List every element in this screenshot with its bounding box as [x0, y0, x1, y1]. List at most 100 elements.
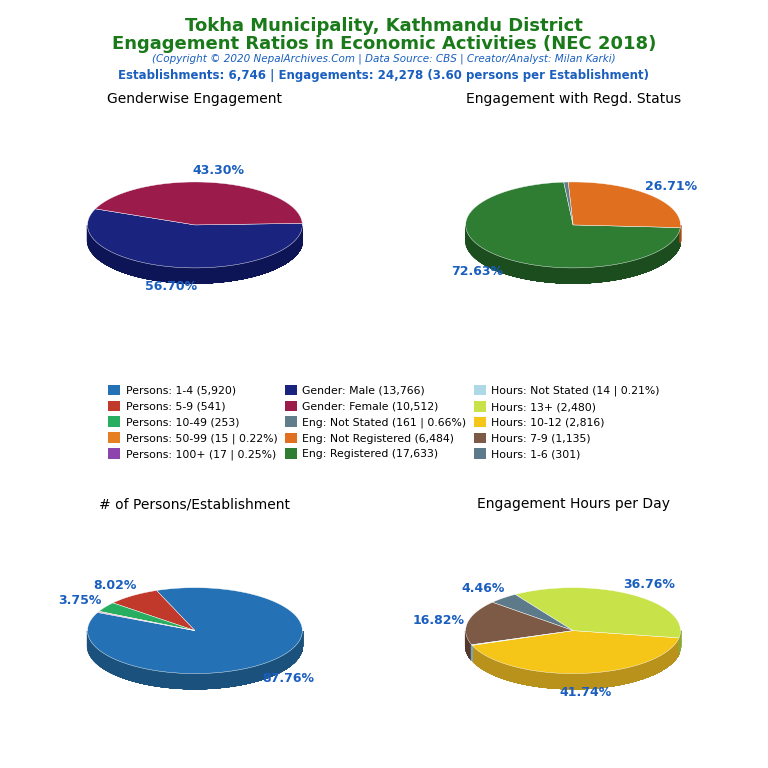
Polygon shape — [528, 638, 679, 689]
Polygon shape — [611, 638, 679, 686]
Polygon shape — [301, 227, 303, 246]
Polygon shape — [472, 638, 679, 689]
Polygon shape — [466, 634, 472, 660]
Polygon shape — [624, 638, 679, 684]
Polygon shape — [262, 227, 303, 273]
Polygon shape — [89, 227, 303, 283]
Polygon shape — [495, 638, 679, 689]
Polygon shape — [531, 638, 679, 689]
Polygon shape — [108, 631, 303, 689]
Polygon shape — [132, 227, 303, 283]
Text: 8.02%: 8.02% — [94, 579, 137, 592]
Polygon shape — [615, 227, 680, 280]
Polygon shape — [474, 638, 679, 689]
Polygon shape — [614, 638, 679, 685]
Polygon shape — [167, 227, 303, 283]
Polygon shape — [205, 227, 303, 283]
Polygon shape — [298, 227, 303, 252]
Polygon shape — [500, 227, 680, 283]
Polygon shape — [121, 227, 303, 283]
Polygon shape — [98, 227, 303, 283]
Polygon shape — [270, 631, 303, 677]
Polygon shape — [300, 227, 303, 247]
Polygon shape — [508, 227, 680, 283]
Polygon shape — [89, 631, 303, 689]
Polygon shape — [115, 227, 303, 283]
Polygon shape — [666, 227, 680, 261]
Polygon shape — [567, 227, 680, 283]
Polygon shape — [149, 227, 303, 283]
Polygon shape — [104, 631, 303, 689]
Polygon shape — [662, 638, 679, 670]
Polygon shape — [650, 638, 679, 676]
Polygon shape — [617, 638, 679, 685]
Polygon shape — [190, 227, 303, 283]
Polygon shape — [465, 631, 472, 660]
Polygon shape — [209, 227, 303, 283]
Polygon shape — [282, 631, 303, 670]
Polygon shape — [676, 638, 679, 658]
Polygon shape — [296, 227, 303, 255]
Polygon shape — [641, 638, 679, 679]
Polygon shape — [88, 631, 303, 689]
Polygon shape — [261, 631, 303, 680]
Polygon shape — [511, 227, 680, 283]
Polygon shape — [283, 227, 303, 265]
Polygon shape — [478, 227, 680, 283]
Polygon shape — [628, 227, 680, 276]
Polygon shape — [498, 638, 679, 689]
Polygon shape — [213, 227, 303, 283]
Polygon shape — [253, 227, 303, 276]
Polygon shape — [655, 638, 679, 674]
Polygon shape — [252, 631, 303, 682]
Polygon shape — [92, 227, 303, 283]
Polygon shape — [601, 227, 680, 281]
Polygon shape — [542, 638, 679, 689]
Polygon shape — [299, 227, 303, 250]
Polygon shape — [164, 227, 303, 283]
Polygon shape — [524, 227, 680, 283]
Polygon shape — [479, 638, 679, 689]
Polygon shape — [171, 631, 303, 689]
Polygon shape — [669, 638, 679, 665]
Polygon shape — [633, 227, 680, 276]
Polygon shape — [465, 182, 680, 268]
Polygon shape — [481, 638, 679, 689]
Legend: Persons: 1-4 (5,920), Persons: 5-9 (541), Persons: 10-49 (253), Persons: 50-99 (: Persons: 1-4 (5,920), Persons: 5-9 (541)… — [108, 385, 660, 460]
Polygon shape — [217, 227, 303, 282]
Polygon shape — [674, 227, 680, 254]
Polygon shape — [484, 227, 680, 283]
Polygon shape — [657, 638, 679, 673]
Polygon shape — [230, 631, 303, 687]
Polygon shape — [195, 631, 303, 689]
Polygon shape — [300, 631, 303, 656]
Polygon shape — [101, 631, 303, 689]
Polygon shape — [265, 227, 303, 273]
Polygon shape — [266, 631, 303, 678]
Polygon shape — [678, 227, 680, 249]
Text: Tokha Municipality, Kathmandu District: Tokha Municipality, Kathmandu District — [185, 17, 583, 35]
Polygon shape — [242, 227, 303, 279]
Polygon shape — [96, 631, 303, 689]
Polygon shape — [92, 631, 303, 689]
Polygon shape — [235, 227, 303, 280]
Polygon shape — [578, 638, 679, 689]
Polygon shape — [472, 631, 573, 645]
Polygon shape — [670, 227, 680, 258]
Polygon shape — [675, 638, 679, 660]
Polygon shape — [143, 631, 303, 689]
Polygon shape — [470, 643, 472, 660]
Polygon shape — [135, 227, 303, 283]
Polygon shape — [562, 227, 680, 283]
Polygon shape — [91, 227, 303, 283]
Text: 41.74%: 41.74% — [559, 687, 611, 700]
Polygon shape — [115, 631, 303, 689]
Polygon shape — [98, 612, 195, 631]
Polygon shape — [466, 634, 472, 660]
Text: 43.30%: 43.30% — [193, 164, 245, 177]
Polygon shape — [91, 631, 303, 689]
Polygon shape — [651, 638, 679, 675]
Polygon shape — [639, 638, 679, 680]
Polygon shape — [101, 227, 303, 283]
Polygon shape — [634, 638, 679, 681]
